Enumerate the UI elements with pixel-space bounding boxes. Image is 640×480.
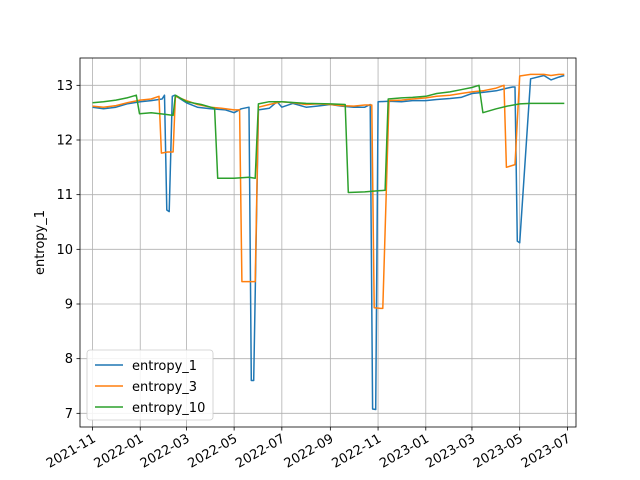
legend-label: entropy_10 xyxy=(132,401,205,416)
y-tick-label: 12 xyxy=(56,134,73,149)
series-line-entropy-10 xyxy=(92,84,565,194)
plot-frame xyxy=(79,57,577,428)
y-tick-label: 10 xyxy=(56,243,73,258)
y-tick-label: 8 xyxy=(65,352,73,367)
legend: entropy_1 entropy_3 entropy_10 xyxy=(86,349,214,421)
series-group xyxy=(92,73,565,411)
grid xyxy=(80,58,576,427)
y-tick-label: 7 xyxy=(65,407,73,422)
y-tick-label: 13 xyxy=(56,79,73,94)
legend-label: entropy_3 xyxy=(132,380,197,395)
series-line-entropy-1 xyxy=(92,74,565,411)
legend-box xyxy=(86,349,214,421)
y-tick-label: 9 xyxy=(65,298,73,313)
legend-label: entropy_1 xyxy=(132,359,197,374)
y-tick-label: 11 xyxy=(56,188,73,203)
y-axis-label: entropy_1 xyxy=(33,210,48,275)
